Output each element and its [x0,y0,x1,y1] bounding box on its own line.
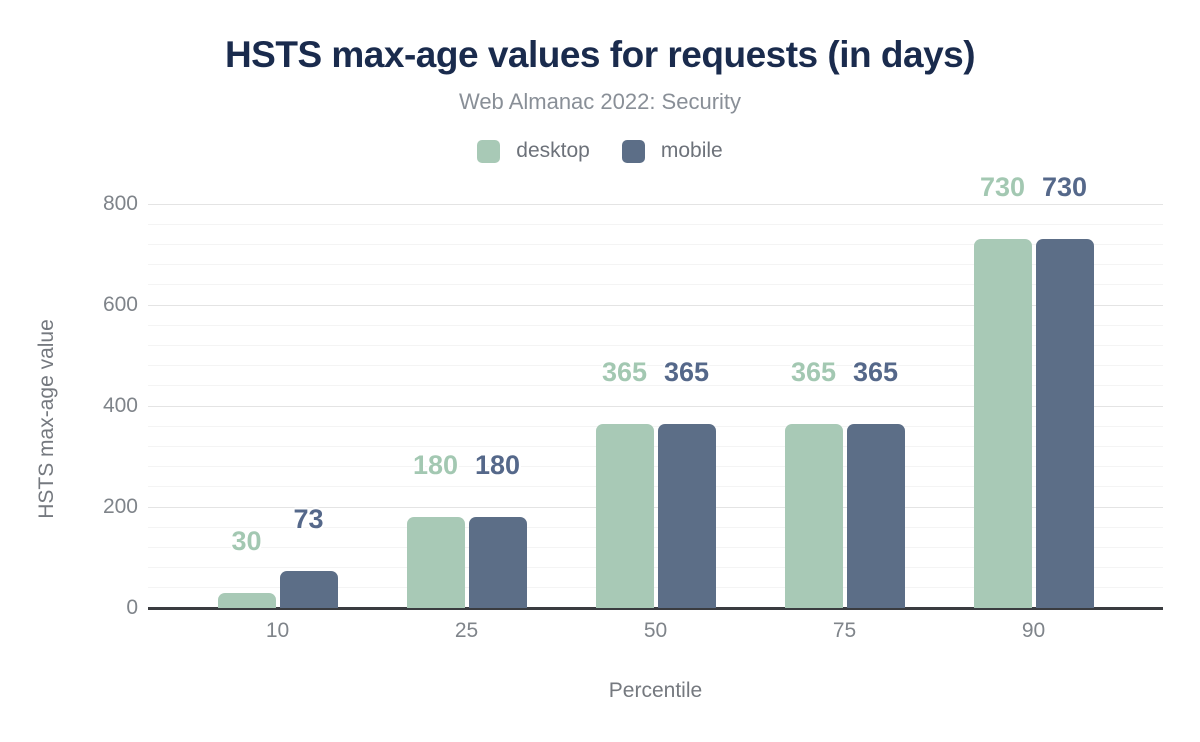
bar-value-label-mobile-p25: 180 [474,450,521,481]
y-tick-label: 600 [102,293,138,316]
gridline-minor [148,223,1163,225]
bar-mobile-p90[interactable] [1035,239,1094,608]
gridline-minor [148,344,1163,346]
y-tick-label: 0 [126,596,138,619]
bar-value-label-desktop-p50: 365 [601,356,648,387]
gridline-minor [148,546,1163,548]
x-tick-label: 90 [1021,619,1046,642]
gridline-minor [148,587,1163,589]
gridline-minor [148,567,1163,569]
legend: desktop mobile [0,139,1200,163]
gridline-minor [148,466,1163,468]
gridline-major [148,405,1163,407]
x-tick-label: 10 [265,619,290,642]
legend-label-mobile: mobile [660,139,723,162]
gridline-minor [148,365,1163,367]
gridline-minor [148,324,1163,326]
bar-desktop-p50[interactable] [595,423,654,608]
chart-title: HSTS max-age values for requests (in day… [224,34,976,75]
gridline-major [148,203,1163,205]
bar-desktop-p25[interactable] [406,517,465,608]
x-axis-title: Percentile [608,679,703,702]
gridline-minor [148,284,1163,286]
mobile-swatch-icon [621,139,645,163]
chart-subtitle: Web Almanac 2022: Security [458,89,742,114]
y-axis-title: HSTS max-age value [35,319,58,519]
bar-desktop-p10[interactable] [217,592,276,608]
bar-value-label-desktop-p90: 730 [979,172,1026,203]
gridline-minor [148,264,1163,266]
legend-label-desktop: desktop [516,139,590,162]
gridline-major [148,304,1163,306]
bar-value-label-mobile-p90: 730 [1041,172,1088,203]
gridline-minor [148,445,1163,447]
bar-value-label-mobile-p10: 73 [293,504,324,535]
bar-mobile-p25[interactable] [468,517,527,608]
y-tick-label: 200 [102,495,138,518]
x-tick-label: 50 [643,619,668,642]
x-tick-label: 75 [832,619,857,642]
bar-desktop-p90[interactable] [973,239,1032,608]
gridline-minor [148,486,1163,488]
y-tick-label: 800 [102,192,138,215]
x-tick-label: 25 [454,619,479,642]
gridline-major [148,506,1163,508]
bar-value-label-mobile-p50: 365 [663,356,710,387]
bar-mobile-p10[interactable] [279,571,338,608]
gridline-minor [148,526,1163,528]
desktop-swatch-icon [477,139,501,163]
gridline-minor [148,425,1163,427]
bar-mobile-p50[interactable] [657,423,716,608]
legend-item-desktop[interactable]: desktop [477,139,590,163]
bar-value-label-mobile-p75: 365 [852,356,899,387]
gridline-minor [148,385,1163,387]
y-tick-label: 400 [102,394,138,417]
legend-item-mobile[interactable]: mobile [621,139,723,163]
x-axis-line [148,607,1163,610]
bar-value-label-desktop-p25: 180 [412,450,459,481]
bar-value-label-desktop-p10: 30 [231,525,262,556]
bar-value-label-desktop-p75: 365 [790,356,837,387]
plot-area: Percentile HSTS max-age value 0 200 400 600… [35,174,1163,702]
gridline-minor [148,243,1163,245]
bar-desktop-p75[interactable] [784,423,843,608]
bar-mobile-p75[interactable] [846,423,905,608]
